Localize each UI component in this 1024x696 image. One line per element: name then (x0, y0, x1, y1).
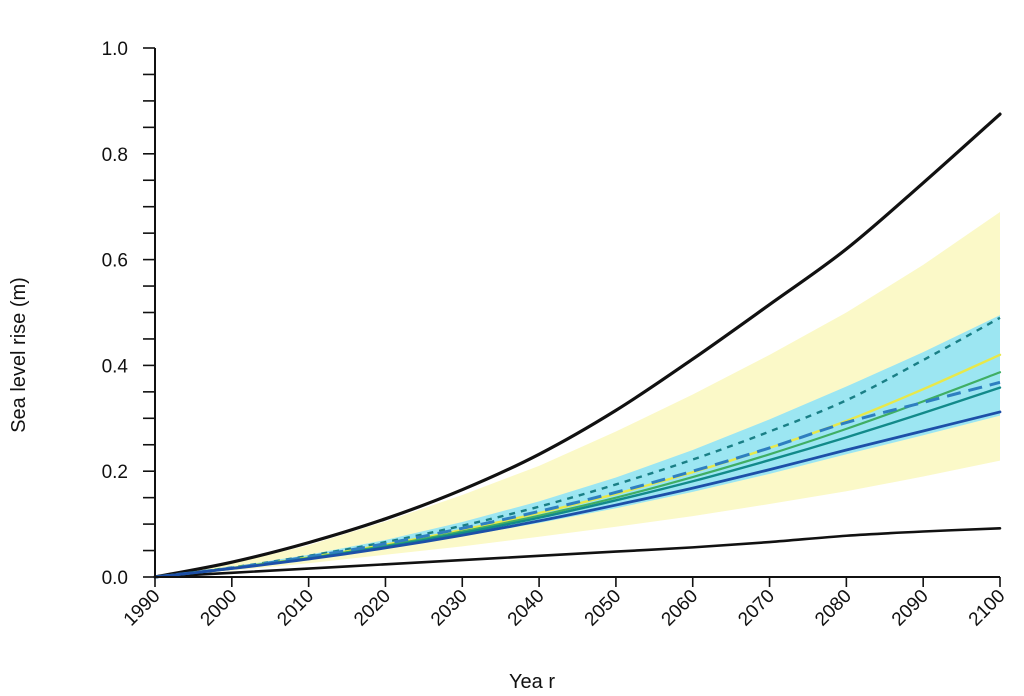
y-ticks: 0.0 0.2 0.4 0.6 0.8 1.0 (102, 39, 155, 589)
x-tick-label: 2100 (965, 586, 1010, 631)
y-tick-label: 0.6 (102, 251, 128, 272)
x-tick-label: 2070 (734, 586, 779, 631)
y-tick-label: 0.2 (102, 462, 128, 483)
x-tick-label: 2080 (811, 586, 856, 631)
uncertainty-band-2 (155, 315, 1000, 577)
x-tick-label: 2000 (197, 586, 242, 631)
series-line-1 (153, 112, 1002, 579)
series-line-3 (154, 316, 1001, 579)
series-line-6 (154, 380, 1001, 579)
uncertainty-band-1 (155, 211, 1000, 578)
uncertainty-bands (155, 211, 1000, 578)
x-tick-label: 2020 (350, 586, 395, 631)
y-tick-label: 0.0 (102, 568, 128, 589)
x-tick-label: 2060 (658, 586, 703, 631)
series-line-2 (153, 527, 1002, 579)
x-tick-label: 2040 (504, 586, 549, 631)
x-tick-label: 2030 (427, 586, 472, 631)
y-axis-title: Sea level rise (m) (8, 277, 30, 433)
x-axis-title: Yea r (509, 671, 555, 693)
x-tick-label: 2090 (888, 586, 933, 631)
x-ticks: 1990 2000 2010 2020 2030 2040 2050 2060 2070 2080… (120, 577, 1010, 630)
y-tick-label: 1.0 (102, 39, 128, 60)
y-tick-label: 0.4 (102, 356, 129, 377)
x-tick-label: 2050 (581, 586, 626, 631)
series-lines (153, 112, 1002, 579)
series-line-8 (153, 410, 1002, 579)
x-tick-label: 1990 (120, 586, 165, 631)
x-tick-label: 2010 (273, 586, 318, 631)
y-tick-label: 0.8 (102, 145, 128, 166)
